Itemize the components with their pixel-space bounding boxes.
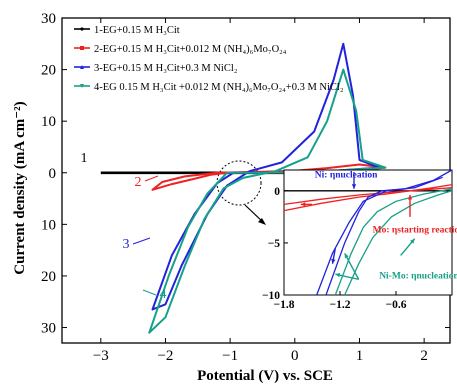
inset-y-tick-label: −5 bbox=[268, 238, 281, 250]
curve-number-label-4: 4 bbox=[160, 287, 167, 302]
inset-y-tick-label: −10 bbox=[262, 290, 280, 302]
inset-curve-3 bbox=[316, 176, 443, 296]
nimo-arrow-2-head bbox=[335, 273, 341, 278]
y-tick-label: 20 bbox=[41, 63, 56, 79]
zoom-arrowhead bbox=[258, 218, 266, 225]
inset-y-tick-label: 0 bbox=[274, 186, 280, 198]
ni-nucleation-arrow-head bbox=[351, 184, 357, 189]
x-tick-label: 2 bbox=[420, 348, 428, 364]
y-tick-label: 10 bbox=[41, 217, 56, 233]
curve-number-label-1: 1 bbox=[81, 151, 88, 166]
x-tick-label: −3 bbox=[93, 348, 109, 364]
legend: 1-EG+0.15 M H₃Cit 2-EG+0.15 M H₃Cit+0.012… bbox=[74, 25, 344, 93]
inset-x-tick-label: −0.6 bbox=[386, 299, 407, 311]
inset-curve-2 bbox=[283, 183, 453, 212]
series-line-3 bbox=[151, 42, 380, 311]
blue-direction-arrow-head bbox=[331, 258, 336, 264]
legend-label-3: 3-EG+0.15 M H₃Cit+0.3 M NiCl₂ bbox=[94, 63, 238, 74]
x-tick-label: 1 bbox=[356, 348, 364, 364]
legend-label-1: 1-EG+0.15 M H₃Cit bbox=[94, 25, 180, 36]
inset-x-tick-label: −1.8 bbox=[274, 299, 295, 311]
y-tick-label: 0 bbox=[49, 166, 57, 182]
curve-number-label-2: 2 bbox=[135, 175, 142, 190]
inset-x-tick-label: −1.2 bbox=[330, 299, 351, 311]
series-line-4 bbox=[148, 68, 387, 334]
curve-number-label-3: 3 bbox=[123, 237, 130, 252]
inset-curve-4 bbox=[344, 190, 453, 296]
legend-label-4: 4-EG 0.15 M H₃Cit +0.012 M (NH₄)₆Mo₇O₂₄+… bbox=[94, 82, 344, 93]
inset-annotation-1: Ni: ηnucleation bbox=[315, 170, 378, 180]
inset-annotation-3: Ni-Mo: ηnucleation bbox=[379, 271, 457, 281]
leader-4 bbox=[142, 289, 157, 296]
legend-marker bbox=[80, 27, 84, 31]
nimo-arrow-1 bbox=[344, 253, 360, 280]
x-axis-label: Potential (V) vs. SCE bbox=[197, 368, 333, 384]
y-tick-label: 30 bbox=[41, 321, 56, 337]
nimo-arrow-1-head bbox=[344, 253, 349, 259]
x-tick-label: 0 bbox=[291, 348, 299, 364]
zoom-region-circle bbox=[216, 160, 262, 206]
x-tick-label: −2 bbox=[157, 348, 173, 364]
inset-annotation-2: Mo: ηstarting reaction bbox=[373, 226, 457, 236]
teal-direction-arrow-head bbox=[410, 238, 415, 244]
legend-marker bbox=[80, 84, 84, 88]
x-tick-label: −1 bbox=[222, 348, 238, 364]
y-tick-label: 10 bbox=[41, 114, 56, 130]
inset-curve-4 bbox=[334, 188, 453, 296]
y-tick-label: 20 bbox=[41, 269, 56, 285]
y-axis-label: Current density (mA cm⁻²) bbox=[12, 101, 28, 274]
y-tick-label: 30 bbox=[41, 11, 56, 27]
legend-marker bbox=[80, 46, 84, 50]
legend-label-2: 2-EG+0.15 M H₃Cit+0.012 M (NH₄)₆Mo₇O₂₄ bbox=[94, 44, 287, 55]
red-direction-arrow-head bbox=[300, 202, 306, 207]
inset-curve-3 bbox=[325, 169, 453, 296]
legend-marker bbox=[80, 65, 84, 69]
leader-2 bbox=[144, 175, 159, 182]
mo-start-arrow-head bbox=[407, 195, 413, 200]
leader-3 bbox=[132, 237, 151, 245]
inset-plot: −1.8 −1.2 −0.6 0 −5 −10 Ni: ηnucleation Mo: ηst… bbox=[262, 169, 457, 311]
